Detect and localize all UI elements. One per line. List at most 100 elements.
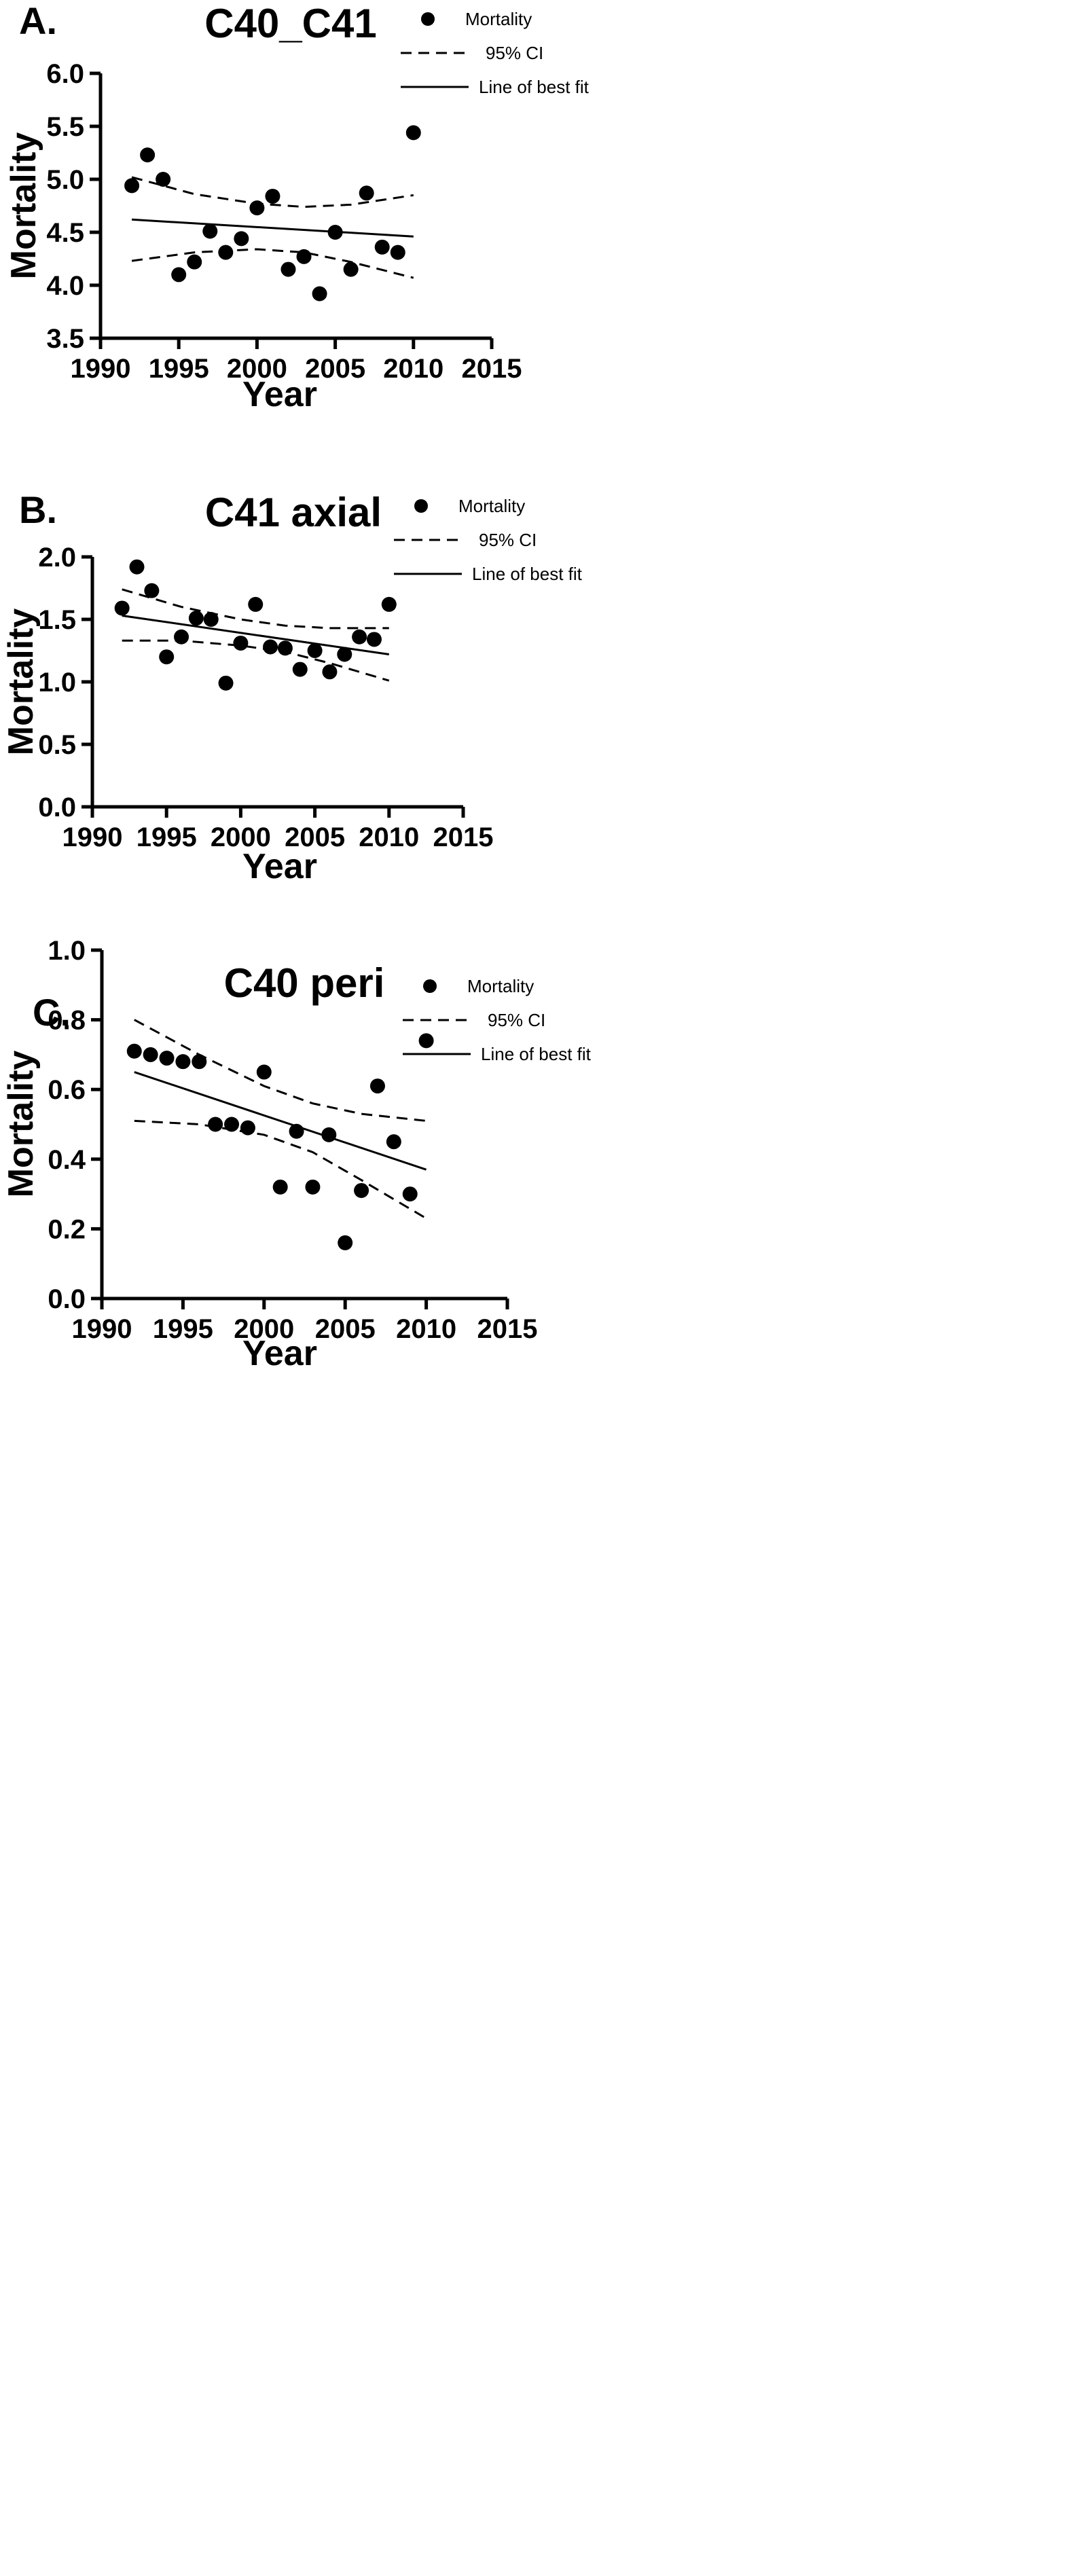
data-point xyxy=(265,188,280,204)
data-point xyxy=(124,178,140,194)
y-tick-label: 2.0 xyxy=(38,543,76,573)
legend: Mortality 95% CI Line of best fit xyxy=(401,9,590,97)
data-point xyxy=(292,661,308,677)
data-point xyxy=(374,239,390,255)
legend-label-fit: Line of best fit xyxy=(479,77,590,97)
x-axis-title: Year xyxy=(242,375,317,414)
x-tick-label: 1995 xyxy=(137,822,197,852)
legend-label-mortality: Mortality xyxy=(467,976,534,996)
data-point xyxy=(321,1127,337,1142)
data-point xyxy=(405,125,421,141)
panel-label: A. xyxy=(19,0,57,42)
data-point xyxy=(369,1078,385,1094)
data-point xyxy=(248,596,264,612)
data-point xyxy=(143,1047,158,1062)
data-point xyxy=(337,647,352,662)
data-point xyxy=(174,629,189,645)
y-tick-label: 1.0 xyxy=(48,936,86,966)
y-tick-label: 4.0 xyxy=(46,271,84,301)
data-point xyxy=(192,1054,207,1070)
data-point xyxy=(289,1123,304,1139)
x-tick-label: 2010 xyxy=(383,354,443,384)
y-tick-label: 0.8 xyxy=(48,1006,86,1036)
data-point xyxy=(263,639,278,655)
data-point xyxy=(256,1064,272,1080)
data-point xyxy=(140,147,156,163)
data-point xyxy=(218,675,234,691)
legend-label-ci: 95% CI xyxy=(488,1010,545,1030)
data-point xyxy=(188,611,204,626)
y-axis-title: Mortality xyxy=(1,1051,41,1198)
x-tick-label: 2005 xyxy=(315,1314,376,1344)
ci-lower-line xyxy=(134,1119,427,1220)
data-point xyxy=(390,244,405,260)
x-tick-label: 1990 xyxy=(71,354,131,384)
x-tick-label: 1990 xyxy=(62,822,123,852)
data-point xyxy=(203,612,219,627)
panel-label: B. xyxy=(19,488,57,531)
data-point xyxy=(171,267,187,283)
x-tick-label: 2000 xyxy=(211,822,271,852)
data-point xyxy=(343,261,359,277)
legend-marker-mortality xyxy=(421,12,435,26)
data-point xyxy=(114,600,130,616)
x-tick-label: 2010 xyxy=(396,1314,456,1344)
data-point xyxy=(272,1179,288,1195)
y-tick-label: 5.5 xyxy=(46,112,84,142)
chart-title: C40 peri xyxy=(224,960,385,1006)
x-tick-label: 2015 xyxy=(433,822,494,852)
data-point xyxy=(352,629,367,645)
y-tick-label: 4.5 xyxy=(46,218,84,248)
best-fit-line xyxy=(131,218,414,238)
y-tick-label: 1.0 xyxy=(38,668,76,697)
data-point xyxy=(307,643,323,658)
data-point xyxy=(159,649,175,665)
x-tick-label: 2015 xyxy=(462,354,522,384)
x-tick-label: 2005 xyxy=(305,354,365,384)
legend-marker-mortality xyxy=(414,499,428,513)
x-tick-label: 1990 xyxy=(72,1314,132,1344)
y-tick-label: 5.0 xyxy=(46,165,84,195)
data-point xyxy=(296,249,312,264)
data-point xyxy=(305,1179,321,1195)
data-point xyxy=(126,1043,142,1059)
y-tick-label: 0.4 xyxy=(48,1145,86,1175)
data-point xyxy=(327,225,343,240)
data-point xyxy=(354,1182,369,1198)
y-tick-label: 0.2 xyxy=(48,1214,86,1244)
data-point xyxy=(202,223,218,239)
x-tick-label: 2000 xyxy=(227,354,287,384)
data-point xyxy=(224,1117,240,1132)
data-point xyxy=(277,640,293,656)
legend-label-ci: 95% CI xyxy=(479,530,537,550)
legend-label-fit: Line of best fit xyxy=(472,564,583,584)
chart-title: C41 axial xyxy=(205,490,382,535)
data-point xyxy=(234,231,249,247)
data-point xyxy=(312,286,327,302)
chart-title: C40_C41 xyxy=(204,1,377,46)
data-point xyxy=(418,1033,434,1049)
x-tick-label: 1995 xyxy=(149,354,209,384)
data-point xyxy=(208,1117,223,1132)
data-point xyxy=(187,254,202,270)
y-axis-title: Mortality xyxy=(1,609,41,756)
data-point xyxy=(218,244,234,260)
data-point xyxy=(338,1235,353,1250)
ci-upper-line xyxy=(131,176,414,208)
x-axis-title: Year xyxy=(242,847,317,886)
data-point xyxy=(129,559,145,575)
legend-label-fit: Line of best fit xyxy=(481,1044,592,1064)
ci-upper-line xyxy=(134,1019,427,1122)
data-point xyxy=(381,596,397,612)
y-tick-label: 3.5 xyxy=(46,324,84,354)
x-tick-label: 2000 xyxy=(234,1314,294,1344)
data-point xyxy=(156,172,171,187)
legend-label-mortality: Mortality xyxy=(458,496,525,516)
y-tick-label: 6.0 xyxy=(46,59,84,89)
data-point xyxy=(386,1134,401,1150)
data-point xyxy=(280,261,296,277)
data-point xyxy=(159,1051,175,1066)
panel-label: C. xyxy=(33,991,71,1034)
x-tick-label: 2010 xyxy=(359,822,419,852)
